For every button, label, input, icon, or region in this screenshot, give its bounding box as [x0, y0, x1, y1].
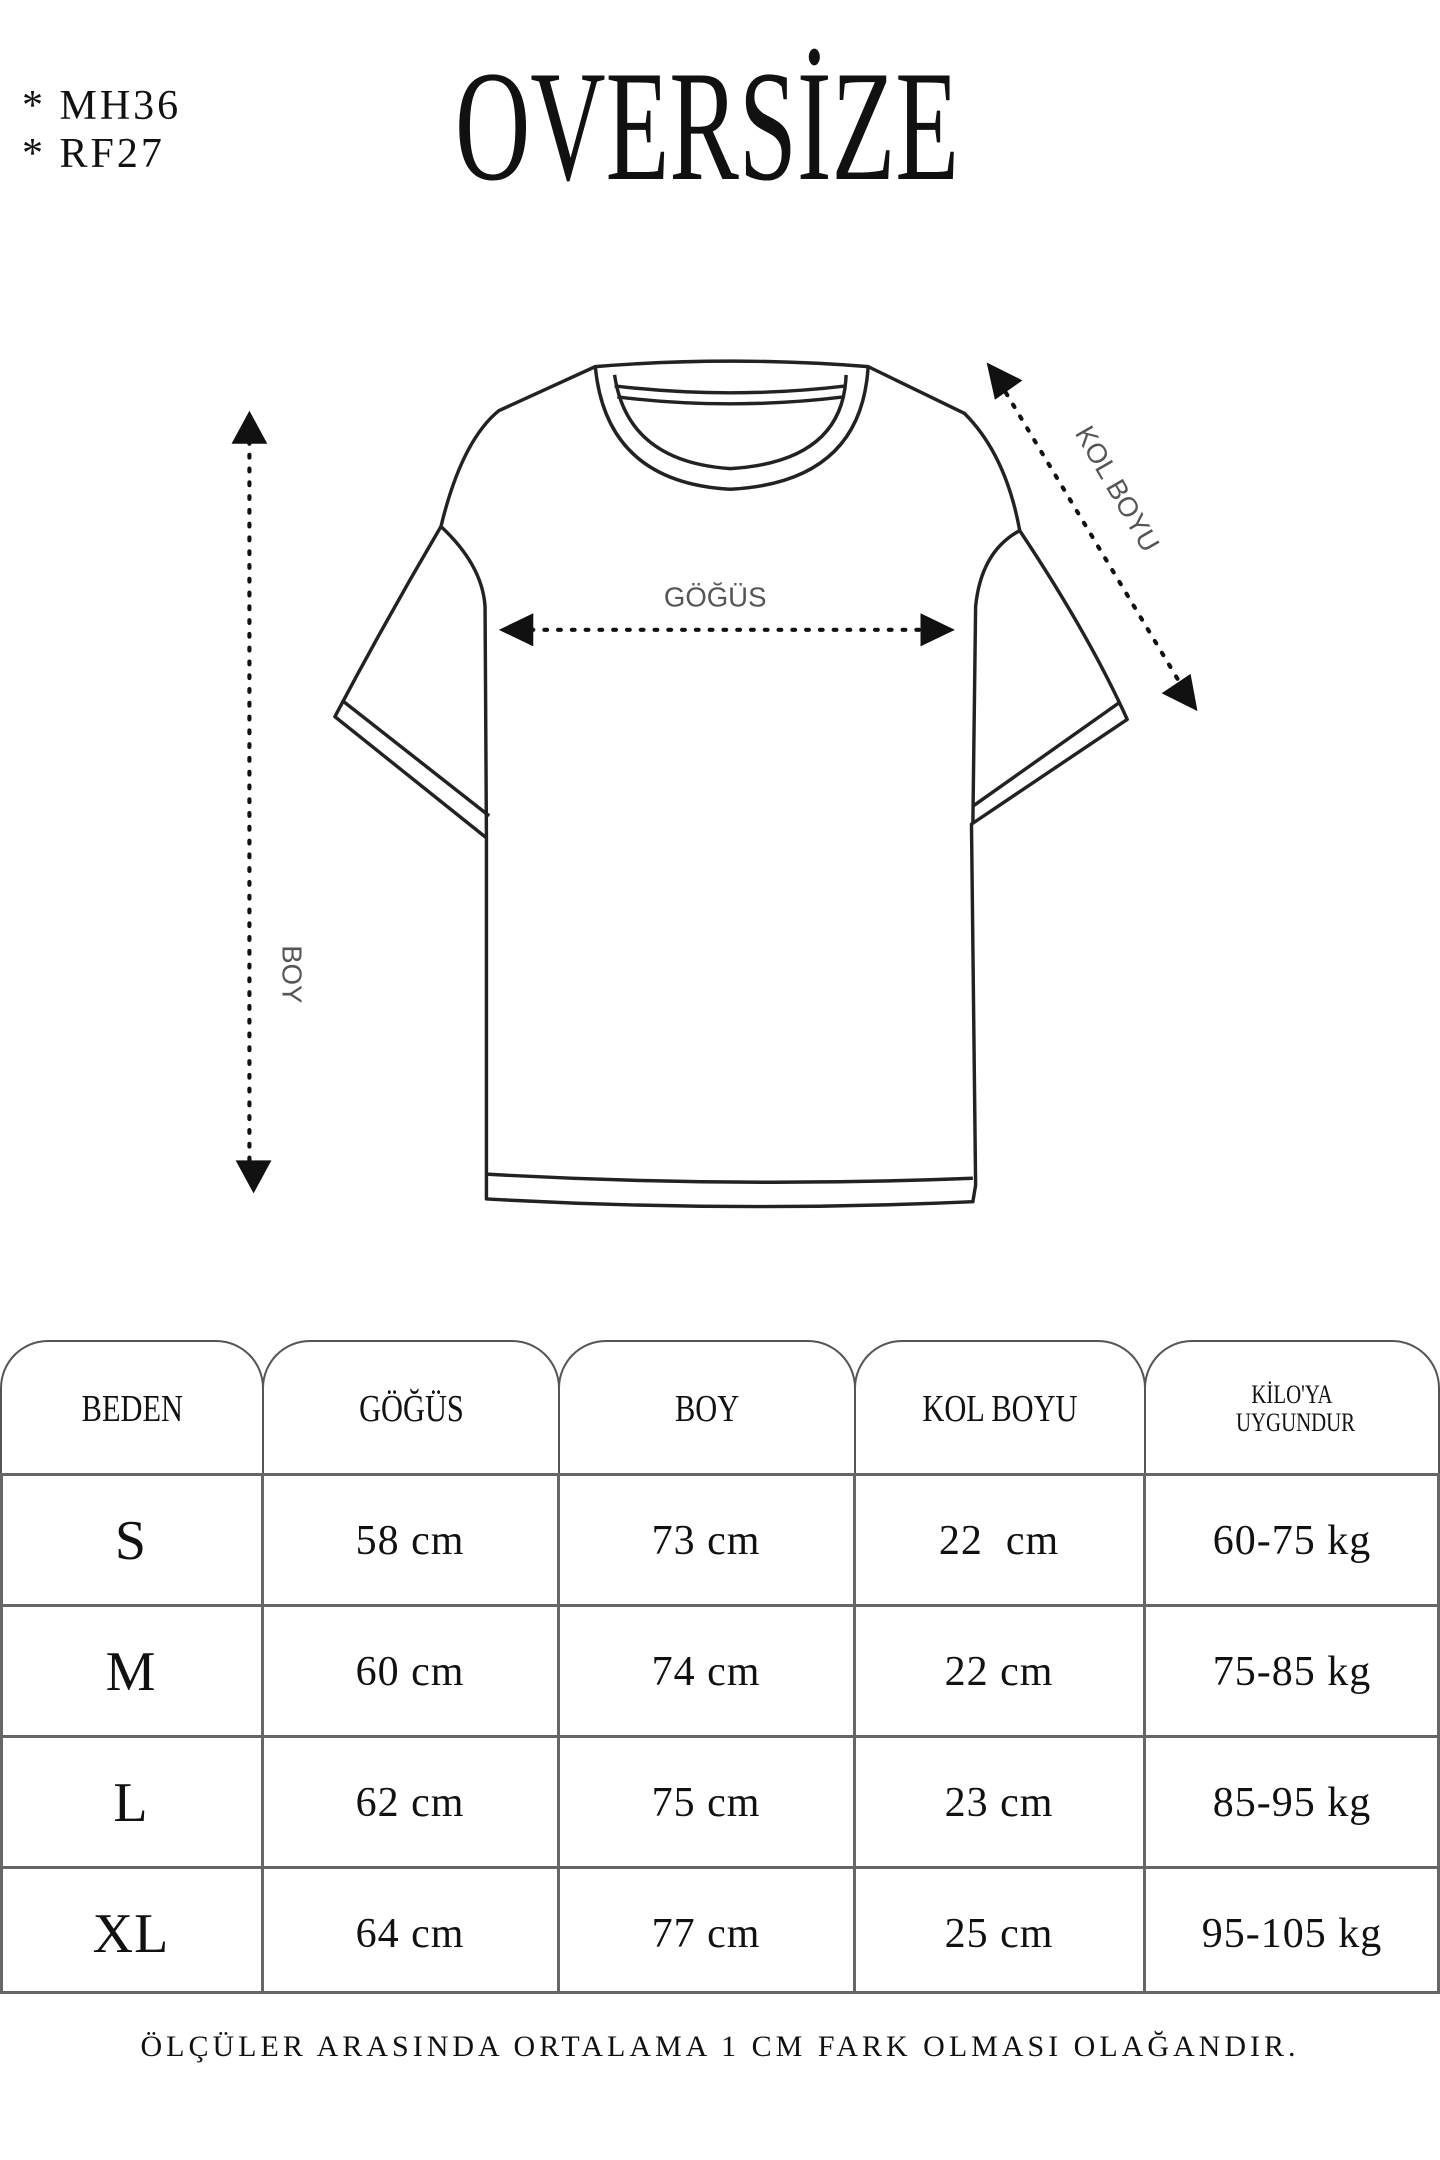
right-armhole: [971, 529, 1021, 825]
page-title: OVERSİZE: [455, 39, 959, 214]
cell-length: 75 cm: [651, 1779, 761, 1826]
cell-sleeve: 25 cm: [944, 1910, 1054, 1957]
arrow-head-icon: [498, 613, 534, 647]
cell-chest: 64 cm: [355, 1910, 465, 1957]
arrow-head-icon: [986, 362, 1023, 400]
cell-weight: 60-75 kg: [1212, 1517, 1372, 1564]
sleeve-arrow: [1003, 390, 1182, 685]
header-sleeve: KOL BOYU: [854, 1340, 1146, 1475]
cell-sleeve: 22 cm: [944, 1648, 1054, 1695]
cell-sleeve: 23 cm: [944, 1779, 1054, 1826]
sleeve-label: KOL BOYU: [1069, 420, 1166, 557]
cell-size: XL: [92, 1902, 170, 1965]
arrow-head-icon: [235, 1160, 272, 1194]
header-size: BEDEN: [0, 1340, 264, 1475]
collar-top: [614, 384, 847, 395]
cell-chest: 60 cm: [355, 1648, 465, 1695]
cell-size: L: [113, 1771, 149, 1834]
measurement-note: ÖLÇÜLER ARASINDA ORTALAMA 1 CM FARK OLMA…: [140, 2030, 1300, 2063]
collar-outer: [593, 366, 870, 491]
cell-length: 77 cm: [651, 1910, 761, 1957]
tshirt-diagram: GÖĞÜS BOY KOL BOYU: [231, 359, 1198, 1209]
cell-weight: 75-85 kg: [1212, 1648, 1372, 1695]
cell-size: M: [105, 1640, 157, 1703]
collar-top2: [617, 395, 844, 406]
cell-chest: 62 cm: [355, 1779, 465, 1826]
collar-inner: [612, 374, 848, 471]
arrow-head-icon: [1161, 673, 1198, 712]
cell-size: S: [114, 1509, 148, 1572]
size-table: BEDEN GÖĞÜS BOY KOL BOYU KİLO'YA UYGUNDU…: [0, 1340, 1440, 1994]
product-code: * RF27: [22, 131, 165, 177]
hem-line: [486, 1172, 973, 1184]
product-code: * MH36: [22, 83, 182, 129]
left-cuff: [340, 698, 491, 818]
length-label: BOY: [276, 945, 307, 1003]
header-chest: GÖĞÜS: [262, 1340, 560, 1475]
cell-weight: 85-95 kg: [1212, 1779, 1372, 1826]
product-codes: * MH36 * RF27: [22, 82, 181, 178]
left-armhole: [439, 525, 489, 838]
cell-length: 74 cm: [651, 1648, 761, 1695]
right-cuff: [971, 701, 1120, 808]
arrow-head-icon: [231, 410, 268, 444]
cell-weight: 95-105 kg: [1201, 1910, 1383, 1957]
header-length: BOY: [558, 1340, 856, 1475]
cell-chest: 58 cm: [355, 1517, 465, 1564]
arrow-head-icon: [920, 613, 955, 647]
chest-label: GÖĞÜS: [664, 581, 767, 612]
cell-length: 73 cm: [651, 1517, 761, 1564]
cell-sleeve: 22 cm: [938, 1517, 1060, 1564]
header-weight: KİLO'YA UYGUNDUR: [1144, 1340, 1440, 1475]
